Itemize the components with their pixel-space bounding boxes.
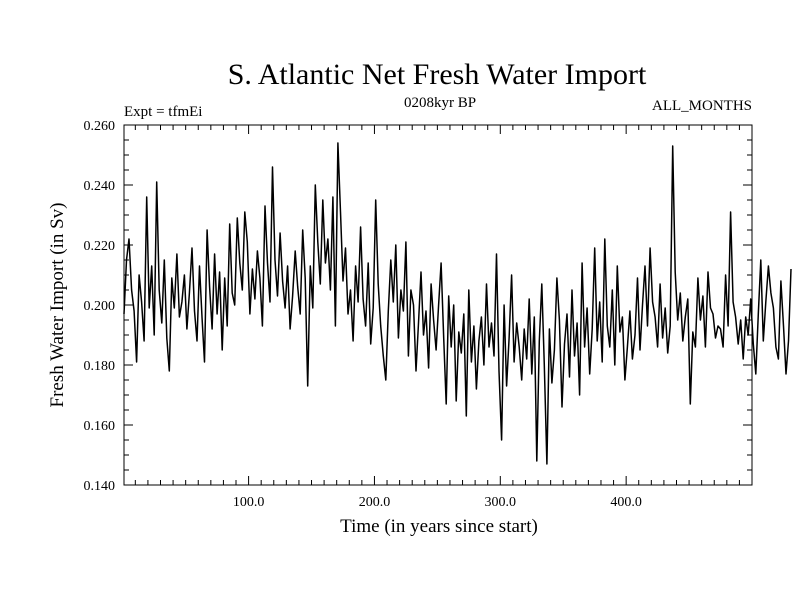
x-tick-label: 200.0: [359, 495, 391, 510]
x-tick-label: 300.0: [485, 495, 517, 510]
y-tick-label: 0.140: [84, 479, 116, 494]
chart-subtitle-left: Expt = tfmEi: [124, 104, 202, 120]
chart-subtitle-right: ALL_MONTHS: [652, 98, 752, 114]
chart-title: S. Atlantic Net Fresh Water Import: [228, 58, 647, 91]
y-tick-label: 0.160: [84, 419, 116, 434]
x-tick-label: 400.0: [610, 495, 642, 510]
x-axis-label: Time (in years since start): [340, 516, 538, 537]
y-tick-label: 0.200: [84, 299, 116, 314]
series-line: [123, 142, 792, 465]
chart-subtitle-center: 0208kyr BP: [404, 95, 476, 111]
y-tick-label: 0.220: [84, 239, 116, 254]
y-tick-label: 0.180: [84, 359, 116, 374]
y-axis-label: Fresh Water Import (in Sv): [47, 203, 68, 408]
y-tick-label: 0.240: [84, 179, 116, 194]
y-tick-label: 0.260: [84, 119, 116, 134]
x-tick-label: 100.0: [233, 495, 265, 510]
